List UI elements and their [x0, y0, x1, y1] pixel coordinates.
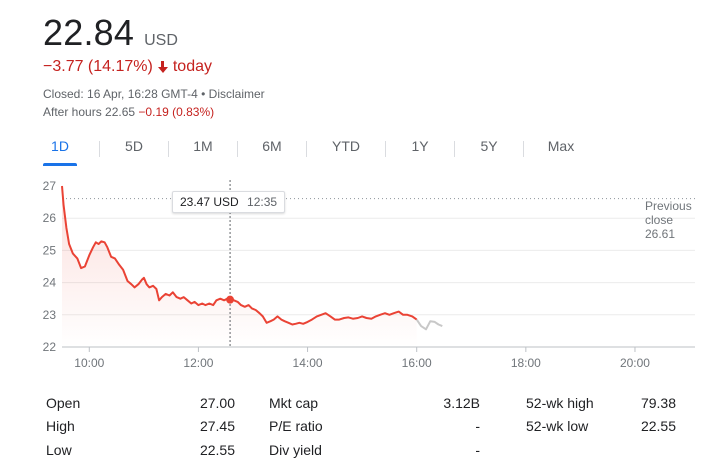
- previous-close-value: 26.61: [645, 227, 676, 241]
- stat-label-52wk-high: 52-wk high: [526, 394, 594, 411]
- separator: •: [201, 87, 206, 101]
- price-area-fill: [62, 186, 417, 347]
- tab-divider: [385, 141, 386, 157]
- stat-label-open: Open: [46, 394, 81, 411]
- y-tick-label: 27: [43, 179, 57, 193]
- after-hours-line: [415, 319, 443, 331]
- tab-divider: [168, 141, 169, 157]
- x-tick-label: 14:00: [293, 356, 323, 370]
- stat-value-low: 22.55: [199, 441, 235, 458]
- key-stats-table: Open 27.00 Mkt cap 3.12B 52-wk high 79.3…: [46, 391, 676, 462]
- tab-divider: [99, 141, 100, 157]
- stock-price: 22.84: [43, 12, 135, 53]
- stat-label-pe-ratio: P/E ratio: [269, 418, 323, 435]
- previous-close-line2: close: [645, 213, 674, 227]
- stat-value-pe-ratio: -: [475, 418, 480, 435]
- tab-ytd[interactable]: YTD: [332, 138, 360, 154]
- range-tabs: 1D 5D 1M 6M YTD 1Y 5Y Max: [43, 136, 576, 166]
- stat-value-52wk-low: 22.55: [640, 418, 676, 435]
- x-tick-label: 20:00: [620, 356, 650, 370]
- tooltip-time: 12:35: [247, 195, 278, 209]
- stat-value-div-yield: -: [475, 441, 480, 458]
- stats-row: High 27.45 P/E ratio - 52-wk low 22.55: [46, 415, 676, 439]
- x-tick-label: 16:00: [402, 356, 432, 370]
- tab-divider: [306, 141, 307, 157]
- stat-label-div-yield: Div yield: [269, 441, 322, 458]
- tooltip-price: 23.47 USD: [180, 195, 239, 209]
- stat-value-52wk-high: 79.38: [640, 394, 676, 411]
- after-hours-change: −0.19 (0.83%): [138, 105, 215, 119]
- tab-1y[interactable]: 1Y: [411, 138, 429, 154]
- x-tick-label: 18:00: [511, 356, 541, 370]
- closed-info: Closed: 16 Apr, 16:28 GMT-4 • Disclaimer: [43, 87, 265, 101]
- y-tick-label: 24: [43, 276, 57, 290]
- stat-label-mkt-cap: Mkt cap: [269, 394, 319, 411]
- stats-row: Open 27.00 Mkt cap 3.12B 52-wk high 79.3…: [46, 391, 676, 415]
- closed-text: Closed: 16 Apr, 16:28 GMT-4: [43, 87, 198, 101]
- tab-5y[interactable]: 5Y: [480, 138, 498, 154]
- stat-label-52wk-low: 52-wk low: [526, 418, 589, 435]
- y-tick-label: 26: [43, 211, 57, 225]
- tab-max[interactable]: Max: [547, 138, 575, 154]
- previous-close-line1: Previous: [645, 199, 692, 213]
- x-tick-label: 12:00: [183, 356, 213, 370]
- tab-divider: [454, 141, 455, 157]
- after-hours-label: After hours: [43, 105, 102, 119]
- tab-1d[interactable]: 1D: [43, 136, 77, 166]
- price-change: −3.77 (14.17%) today: [43, 58, 212, 76]
- tab-5d[interactable]: 5D: [125, 138, 143, 154]
- x-tick-label: 10:00: [74, 356, 104, 370]
- price-line: [61, 185, 418, 326]
- tab-1m[interactable]: 1M: [193, 138, 213, 154]
- after-hours-price: 22.65: [105, 105, 136, 119]
- stat-label-low: Low: [46, 441, 72, 458]
- tab-6m[interactable]: 6M: [262, 138, 282, 154]
- previous-close-label: Previous close 26.61: [645, 199, 692, 241]
- stats-row: Low 22.55 Div yield -: [46, 438, 676, 462]
- tab-divider: [237, 141, 238, 157]
- stat-value-mkt-cap: 3.12B: [443, 394, 480, 411]
- change-value: −3.77 (14.17%): [43, 58, 153, 75]
- currency-label: USD: [144, 32, 178, 49]
- stat-value-high: 27.45: [199, 418, 235, 435]
- after-hours-info: After hours 22.65 −0.19 (0.83%): [43, 105, 214, 119]
- y-tick-label: 22: [43, 340, 57, 354]
- stat-label-high: High: [46, 418, 75, 435]
- hover-tooltip: 23.47 USD 12:35: [172, 191, 286, 213]
- disclaimer-link[interactable]: Disclaimer: [208, 87, 265, 101]
- y-tick-label: 23: [43, 308, 57, 322]
- tab-divider: [523, 141, 524, 157]
- price-row: 22.84 USD: [43, 12, 178, 54]
- hover-point: [226, 295, 235, 304]
- y-tick-label: 25: [43, 243, 57, 257]
- stat-value-open: 27.00: [199, 394, 235, 411]
- arrow-down-icon: [157, 60, 168, 74]
- change-period: today: [172, 58, 212, 75]
- price-chart[interactable]: 27 26 25 24 23 22 10:00 12:00 14:00 16:00 18:00 20:…: [0, 172, 718, 377]
